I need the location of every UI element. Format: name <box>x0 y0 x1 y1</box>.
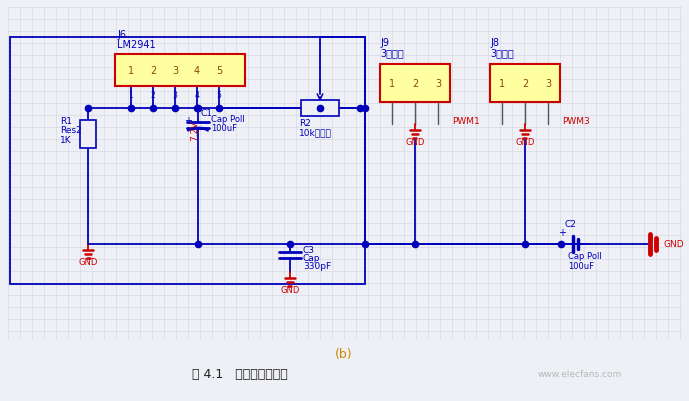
Text: C1: C1 <box>200 108 212 117</box>
Text: 3列排针: 3列排针 <box>490 48 514 58</box>
Bar <box>380 65 450 103</box>
Text: GND: GND <box>79 258 98 267</box>
Text: J9: J9 <box>380 38 389 48</box>
Text: 100uF: 100uF <box>211 124 237 133</box>
Text: 4: 4 <box>194 90 199 99</box>
Bar <box>10 38 365 284</box>
Text: C3: C3 <box>303 246 315 255</box>
Text: GND: GND <box>280 286 300 295</box>
Text: PWM1: PWM1 <box>452 116 480 125</box>
Text: GND: GND <box>515 138 535 147</box>
Text: +: + <box>184 116 192 126</box>
Text: GND: GND <box>405 138 424 147</box>
Text: 3: 3 <box>435 79 441 89</box>
Text: Res2: Res2 <box>60 126 82 135</box>
Bar <box>80 121 96 149</box>
Text: 10k变阻器: 10k变阻器 <box>299 128 332 137</box>
Text: 2: 2 <box>522 79 528 89</box>
Text: 5: 5 <box>216 90 221 99</box>
Text: 7.2V: 7.2V <box>190 121 200 141</box>
Text: 图 4.1   电源模块原理图: 图 4.1 电源模块原理图 <box>192 368 288 381</box>
Text: 1: 1 <box>389 79 395 89</box>
Text: 2: 2 <box>412 79 418 89</box>
Text: 2: 2 <box>151 90 156 99</box>
Text: 3: 3 <box>172 66 178 76</box>
Text: 2: 2 <box>150 66 156 76</box>
Text: PWM3: PWM3 <box>562 116 590 125</box>
Text: R2: R2 <box>299 118 311 127</box>
Text: GND: GND <box>664 240 685 249</box>
Text: 5: 5 <box>216 66 222 76</box>
Text: www.elecfans.com: www.elecfans.com <box>538 370 622 379</box>
Text: 3: 3 <box>545 79 551 89</box>
Text: LM2941: LM2941 <box>117 40 156 50</box>
Text: R1: R1 <box>60 116 72 125</box>
Text: 330pF: 330pF <box>303 262 331 271</box>
Bar <box>490 65 560 103</box>
Text: Cap Poll: Cap Poll <box>568 252 601 261</box>
Text: 4: 4 <box>194 66 200 76</box>
Text: J6: J6 <box>117 30 126 40</box>
Text: 1: 1 <box>128 66 134 76</box>
Text: 100uF: 100uF <box>568 262 594 271</box>
Bar <box>115 55 245 87</box>
Text: 3: 3 <box>172 90 178 99</box>
Text: 1K: 1K <box>60 136 72 145</box>
Text: Cap Poll: Cap Poll <box>211 114 245 123</box>
Text: Cap: Cap <box>303 254 320 263</box>
Text: J8: J8 <box>490 38 499 48</box>
Text: +: + <box>558 227 566 237</box>
Text: C2: C2 <box>565 220 577 229</box>
Bar <box>301 101 339 117</box>
Text: 1: 1 <box>129 90 134 99</box>
Text: (b): (b) <box>335 348 353 360</box>
Text: 1: 1 <box>499 79 505 89</box>
Text: 3列排针: 3列排针 <box>380 48 404 58</box>
